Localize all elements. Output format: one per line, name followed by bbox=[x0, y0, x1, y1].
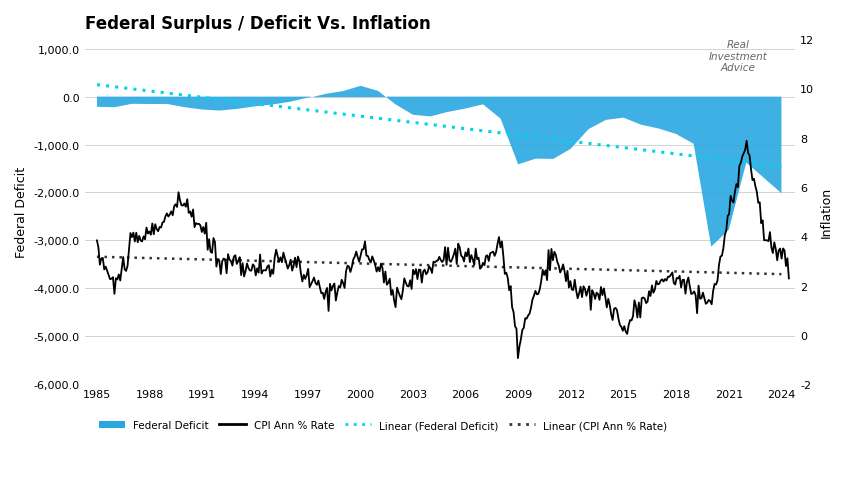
Text: Real
Investment
Advice: Real Investment Advice bbox=[708, 40, 767, 73]
Y-axis label: Federal Deficit: Federal Deficit bbox=[15, 167, 28, 258]
Y-axis label: Inflation: Inflation bbox=[820, 187, 833, 238]
Text: Federal Surplus / Deficit Vs. Inflation: Federal Surplus / Deficit Vs. Inflation bbox=[85, 15, 431, 33]
Legend: Federal Deficit, CPI Ann % Rate, Linear (Federal Deficit), Linear (CPI Ann % Rat: Federal Deficit, CPI Ann % Rate, Linear … bbox=[95, 416, 672, 434]
